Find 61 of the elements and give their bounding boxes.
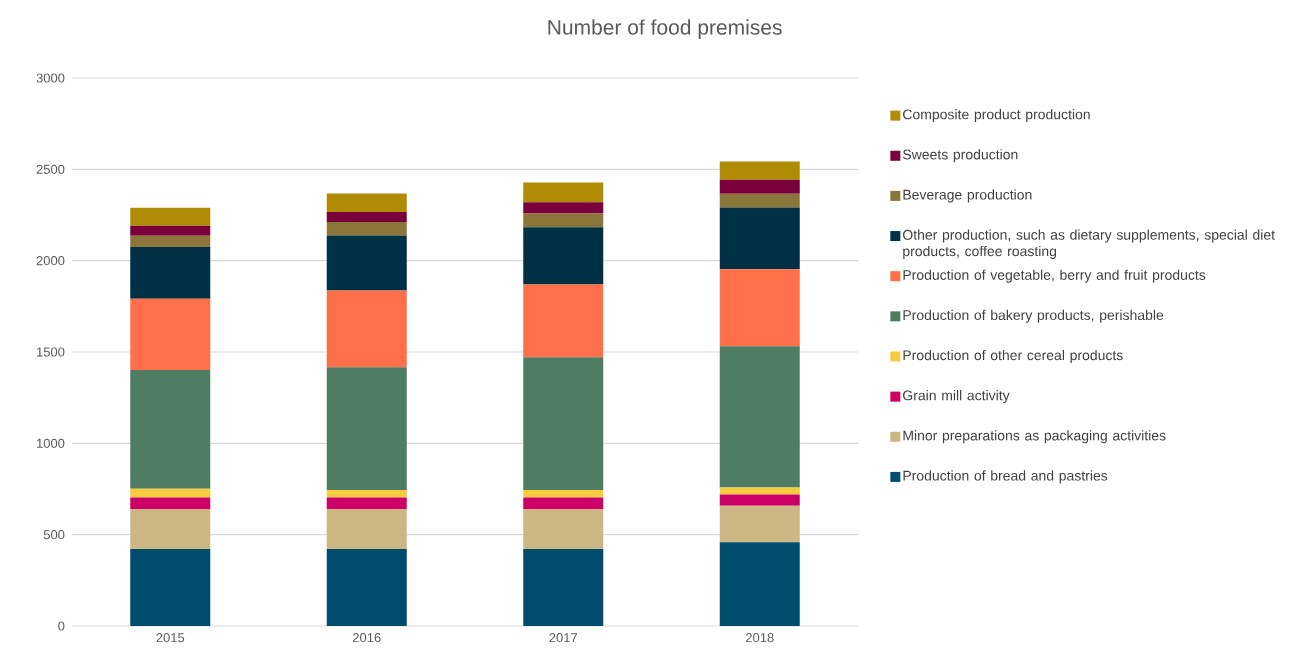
bar — [523, 182, 604, 203]
bar — [523, 490, 604, 498]
bar — [130, 207, 211, 226]
bar — [326, 497, 407, 509]
bar — [719, 161, 800, 180]
bar — [523, 284, 604, 358]
y-tick-label: 500 — [43, 530, 65, 540]
bar — [719, 179, 800, 194]
y-tick-label: 0 — [58, 621, 65, 631]
bar — [523, 213, 604, 228]
legend-label: Production of bread and pastries — [903, 470, 1108, 484]
bar — [523, 357, 604, 491]
bar — [719, 269, 800, 347]
bar — [130, 225, 211, 236]
legend-label: Composite product production — [903, 109, 1090, 123]
bar — [719, 505, 800, 543]
y-tick-label: 3000 — [36, 73, 65, 83]
y-tick-label: 2000 — [36, 256, 65, 266]
legend-label: Beverage production — [903, 189, 1032, 203]
chart-title: Number of food premises — [548, 19, 782, 39]
bar — [326, 211, 407, 222]
y-tick-label: 1500 — [37, 347, 65, 357]
bar — [130, 298, 211, 371]
bar — [130, 246, 211, 299]
bar — [523, 227, 604, 285]
y-tick-label: 2500 — [36, 164, 65, 174]
bar — [326, 221, 407, 236]
legend-label: Grain mill activity — [903, 390, 1010, 404]
bar — [130, 235, 211, 247]
bar — [326, 290, 407, 368]
bar — [326, 548, 407, 626]
legend-label: Production of other cereal products — [903, 349, 1123, 363]
bar — [130, 497, 211, 509]
bar — [326, 367, 407, 491]
legend-label: Production of bakery products, perishable — [903, 309, 1164, 323]
bar — [719, 542, 800, 626]
bar — [523, 202, 604, 214]
bar — [523, 548, 604, 626]
bar — [130, 548, 211, 626]
bar — [326, 490, 407, 498]
bar — [130, 488, 211, 498]
bar — [719, 346, 800, 488]
bar — [326, 508, 407, 549]
legend-label: Other production, such as dietary supplements, special diet products, coffee roasting — [903, 229, 1275, 259]
y-tick-label: 1000 — [37, 438, 65, 448]
x-tick-label: 2016 — [352, 633, 381, 643]
x-tick-label: 2017 — [549, 633, 578, 643]
bar — [130, 508, 211, 549]
legend-label: Sweets production — [902, 149, 1018, 163]
bar — [326, 235, 407, 291]
bar — [326, 193, 407, 212]
legend-label: Minor preparations as packaging activities — [903, 430, 1166, 444]
bar — [523, 508, 604, 549]
bar — [523, 497, 604, 509]
bar — [130, 370, 211, 489]
bar — [719, 494, 800, 506]
bar — [719, 207, 800, 270]
x-tick-label: 2015 — [156, 633, 185, 643]
legend-label: Production of vegetable, berry and fruit products — [903, 269, 1206, 283]
x-tick-label: 2018 — [745, 633, 774, 643]
bar — [719, 193, 800, 208]
